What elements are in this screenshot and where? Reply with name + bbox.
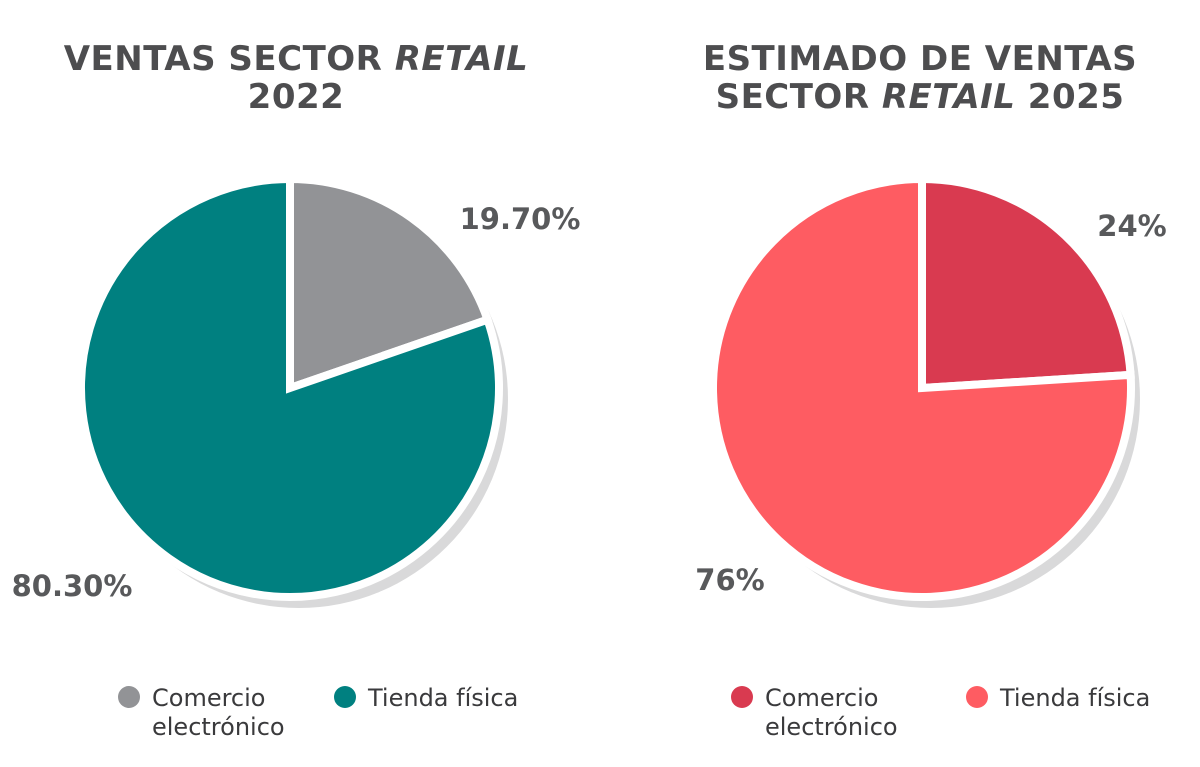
slice-value-label: 19.70% <box>460 202 581 236</box>
slice-value-label: 80.30% <box>12 569 133 603</box>
title-2022-part: VENTAS SECTOR <box>63 39 395 79</box>
chart-title-2025: ESTIMADO DE VENTAS SECTOR RETAIL 2025 <box>660 40 1180 116</box>
pie-slice-tienda-fisica <box>77 174 503 601</box>
title-2022-year: 2022 <box>247 77 345 117</box>
pie-slice-comercio-electronico <box>918 174 1135 393</box>
legend-swatch <box>731 686 753 708</box>
slice-value-label: 24% <box>1097 209 1166 243</box>
legend-item-comercio-2022: Comercio electrónico <box>118 684 322 742</box>
slice-value-label: 76% <box>695 563 764 597</box>
pie-2022: 19.70% 80.30% <box>12 174 581 608</box>
title-2022-italic: RETAIL <box>394 39 529 79</box>
legend-label: Comercio electrónico <box>152 684 285 741</box>
legend-swatch <box>118 686 140 708</box>
legend-swatch <box>334 686 356 708</box>
legend-label: Tienda física <box>368 684 519 712</box>
chart-title-2022: VENTAS SECTOR RETAIL 2022 <box>36 40 556 116</box>
legend-item-tienda-2025: Tienda física <box>966 684 1150 713</box>
legend-item-tienda-2022: Tienda física <box>334 684 518 713</box>
legend-item-comercio-2025: Comercio electrónico <box>731 684 935 742</box>
pie-slice-tienda-fisica <box>709 174 1135 601</box>
legend-swatch <box>966 686 988 708</box>
title-2025-line1: ESTIMADO DE VENTAS <box>702 39 1138 79</box>
title-2025-italic: RETAIL <box>881 77 1016 117</box>
title-2025-part: SECTOR <box>715 77 882 117</box>
title-2025-year: 2025 <box>1015 77 1125 117</box>
legend-label: Tienda física <box>1000 684 1151 712</box>
pie-2025: 24% 76% <box>695 174 1167 608</box>
legend-label: Comercio electrónico <box>765 684 898 741</box>
